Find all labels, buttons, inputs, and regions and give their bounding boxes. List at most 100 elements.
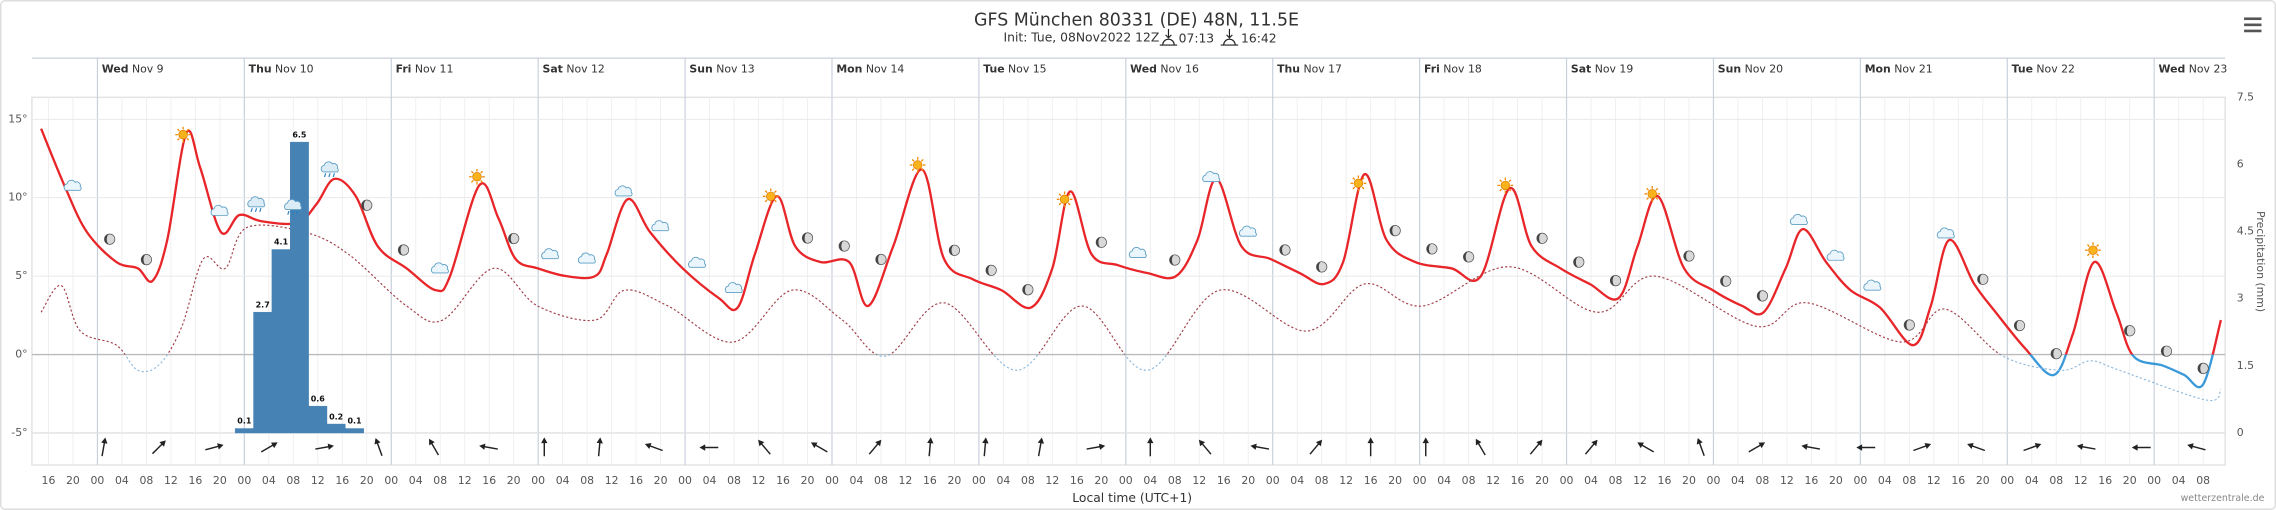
x-tick-label: 20 [1094,474,1108,487]
x-tick-label: 20 [213,474,227,487]
menu-button[interactable] [2244,17,2262,33]
x-tick-label: 16 [188,474,202,487]
wind-arrow [374,437,383,456]
wind-arrow [205,443,224,451]
precip-label: 0.6 [311,394,326,403]
x-tick-label: 04 [1437,474,1451,487]
weather-icon [909,157,926,173]
x-tick-label: 00 [1413,474,1427,487]
wind-arrow [2023,443,2042,452]
x-tick-label: 08 [1756,474,1770,487]
day-label: Mon Nov 21 [1865,63,1933,76]
precip-label: 6.5 [292,130,306,139]
plot: 16 20 00 04 08 12 16 20 00 04 08 12 16 20 00 04 08 12 16 20… [8,57,2254,487]
weather-icon [1350,175,1367,192]
day-date: Nov 12 [566,63,605,76]
x-tick-label: 20 [1388,474,1402,487]
wind-arrow [429,438,440,456]
wind-arrow [479,443,498,450]
x-tick-label: 16 [482,474,496,487]
weather-icon [1128,246,1147,258]
day-weekday: Mon [1865,63,1891,76]
day-label: Mon Nov 14 [836,63,904,76]
x-tick-label: 08 [1021,474,1035,487]
weather-icon [801,232,814,244]
x-tick-label: 04 [409,474,423,487]
weather-icon [361,199,373,211]
weather-icon [320,161,339,178]
wind-arrow [1147,437,1154,457]
weather-icon [1903,319,1915,331]
day-date: Nov 18 [1443,63,1482,76]
day-date: Nov 22 [2036,63,2075,76]
x-tick-label: 16 [335,474,349,487]
x-tick-label: 12 [1633,474,1647,487]
precip-bar [271,249,291,434]
precip-label: 0.1 [347,417,361,426]
x-tick-label: 08 [2196,474,2210,487]
wind-strip [31,432,2226,466]
chart-subtitle: Init: Tue, 08Nov2022 12Z [1003,30,1159,44]
weather-icon [63,179,82,191]
day-weekday: Sun [689,63,712,76]
day-date: Nov 14 [866,63,905,76]
x-tick-label: 04 [115,474,129,487]
x-tick-label: 00 [384,474,398,487]
day-weekday: Thu [249,63,272,76]
day-label: Tue Nov 15 [983,63,1046,76]
weather-icon [1279,244,1291,256]
x-tick-label: 16 [1511,474,1525,487]
x-tick-label: 00 [678,474,692,487]
wind-arrow [260,442,278,453]
weather-icon [1095,236,1107,248]
y-tick-label: 10° [8,191,27,204]
x-tick-label: 20 [1682,474,1696,487]
x-tick-label: 20 [507,474,521,487]
x-tick-label: 20 [1976,474,1990,487]
wind-arrow [1637,442,1655,453]
day-weekday: Sun [1718,63,1741,76]
weather-icon [1463,251,1475,263]
weather-icon [1609,275,1622,287]
x-tick-label: 20 [360,474,374,487]
weather-icon [724,282,743,294]
weather-icon [1573,256,1585,268]
weather-icon [985,264,997,276]
x-tick-label: 20 [801,474,815,487]
wind-arrow [1422,437,1429,457]
weather-icon [541,248,560,260]
sunset-icon [1220,29,1239,46]
wind-arrow [151,440,166,455]
day-weekday: Wed [2159,63,2186,76]
x-tick-label: 08 [1902,474,1916,487]
weather-icon [431,262,449,274]
weather-icon [104,233,116,245]
x-tick-label: 00 [1853,474,1867,487]
weather-icon [762,188,779,205]
y-tick-label: 15° [8,112,27,125]
weather-icon [1169,254,1181,266]
y-tick-label: -5° [11,426,27,439]
wind-arrow [1475,438,1486,456]
x-tick-label: 04 [996,474,1010,487]
wind-arrow [1037,437,1045,457]
dewpoint-line [40,224,2222,402]
x-tick-label: 08 [727,474,741,487]
weather-icon [2124,325,2136,337]
x-axis-label: Local time (UTC+1) [1072,491,1192,505]
chart-title: GFS München 80331 (DE) 48N, 11.5E [974,10,1299,30]
x-tick-label: 04 [703,474,717,487]
x-tick-label: 20 [66,474,80,487]
precip-bar [345,428,364,434]
day-label: Wed Nov 9 [102,63,164,76]
wind-arrow [1584,439,1598,455]
x-tick-label: 04 [1290,474,1304,487]
wind-arrow [1913,443,1932,452]
x-tick-label: 08 [139,474,153,487]
weather-icon [2013,319,2026,332]
weather-icon [1977,273,1989,285]
weather-icon [1202,171,1221,183]
x-tick-label: 16 [776,474,790,487]
wind-arrow [1801,443,1821,450]
x-tick-label: 16 [42,474,56,487]
